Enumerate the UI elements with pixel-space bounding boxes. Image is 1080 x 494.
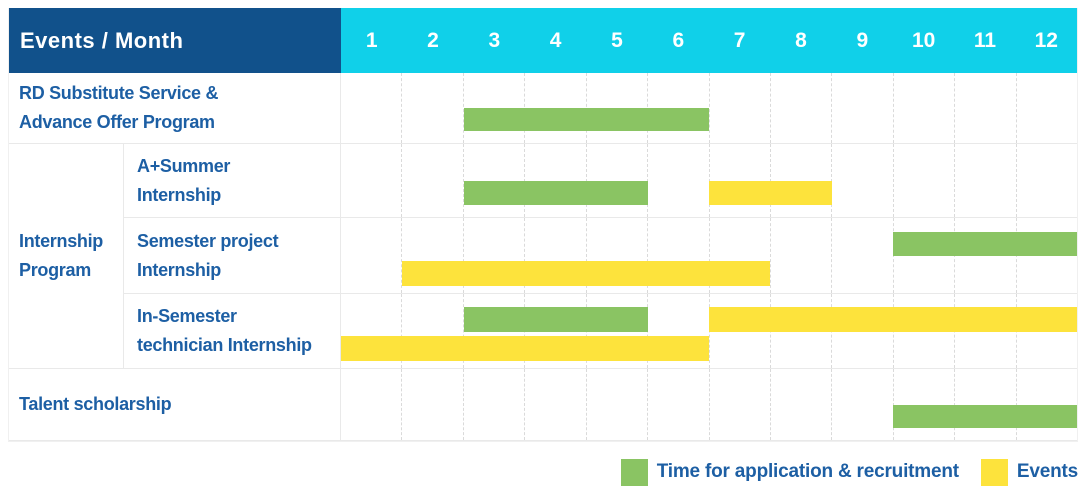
- month-grid-cell: [462, 294, 524, 368]
- row-label: Talent scholarship: [9, 369, 341, 440]
- month-grid-cell: [401, 369, 462, 440]
- month-grid-cell: [585, 218, 647, 293]
- timeline-grid: [341, 369, 1077, 440]
- month-header-cell: 2: [427, 28, 439, 52]
- application-bar: [893, 231, 1077, 257]
- month-grid-cell: [831, 218, 892, 293]
- row-label: A+Summer Internship: [124, 144, 341, 217]
- month-grid-cell: [831, 369, 892, 440]
- gantt-table: Events / Month 1 2 3 4 5 6 7 8 9 10 11 12 RD Substi…: [8, 8, 1078, 442]
- month-grid-cell: [524, 218, 585, 293]
- timeline-grid: [341, 73, 1077, 143]
- month-header-cell: 6: [672, 28, 685, 52]
- month-grid-cell: [708, 369, 770, 440]
- month-grid-cell: [831, 73, 892, 143]
- row-rd-substitute-service: RD Substitute Service & Advance Offer Pr…: [9, 73, 1077, 144]
- month-grid-cell: [524, 369, 585, 440]
- month-grid-cell: [341, 144, 401, 217]
- event-bar: [709, 307, 1077, 332]
- month-header-cell: 10: [911, 28, 936, 52]
- application-bar: [893, 404, 1077, 428]
- month-grid-cell: [831, 144, 892, 217]
- row-label: Semester project Internship: [124, 218, 341, 293]
- row-label: RD Substitute Service & Advance Offer Pr…: [9, 73, 341, 143]
- month-header-cell: 11: [973, 28, 997, 52]
- legend-events-swatch: [980, 458, 1008, 486]
- month-header-cell: 12: [1034, 28, 1058, 52]
- application-bar: [463, 307, 648, 332]
- month-grid-cell: [462, 144, 524, 217]
- chart-legend: Time for application & recruitment Event…: [620, 457, 1078, 487]
- month-grid-cell: [1015, 144, 1077, 217]
- month-grid-cell: [892, 73, 954, 143]
- month-header-cell: 8: [795, 28, 807, 52]
- timeline-grid: [341, 144, 1077, 217]
- month-grid-cell: [341, 73, 401, 143]
- row-a-summer-internship: A+Summer Internship: [124, 144, 1077, 218]
- month-grid-cell: [769, 73, 831, 143]
- month-grid-cell: [954, 144, 1015, 217]
- month-grid-cell: [401, 73, 462, 143]
- month-header-cell: 4: [549, 28, 562, 52]
- legend-application-swatch: [620, 458, 648, 486]
- application-bar: [463, 108, 709, 132]
- event-bar: [341, 336, 709, 361]
- month-grid-cell: [462, 218, 524, 293]
- month-grid-cell: [401, 294, 462, 368]
- row-talent-scholarship: Talent scholarship: [9, 369, 1077, 441]
- month-header-row: 1 2 3 4 5 6 7 8 9 10 11 12: [341, 8, 1077, 73]
- table-header: Events / Month 1 2 3 4 5 6 7 8 9 10 11 12: [9, 8, 1077, 73]
- month-header-cell: 9: [856, 28, 869, 52]
- timeline-grid: [341, 218, 1077, 293]
- month-grid-cell: [401, 144, 462, 217]
- group-label: Internship Program: [9, 144, 124, 368]
- event-bar: [402, 260, 771, 286]
- month-grid-cell: [769, 218, 831, 293]
- month-grid-cell: [341, 218, 401, 293]
- row-in-semester-technician-internship: In-Semester technician Internship: [124, 294, 1077, 368]
- month-grid-cell: [462, 369, 524, 440]
- month-grid-cell: [954, 73, 1015, 143]
- month-header-cell: 7: [733, 28, 746, 52]
- month-grid-cell: [647, 369, 708, 440]
- month-grid-cell: [401, 218, 462, 293]
- month-grid-cell: [769, 369, 831, 440]
- application-bar: [463, 180, 648, 205]
- internship-program-group: Internship Program A+Summer Internship S…: [9, 144, 1077, 369]
- month-grid-cell: [647, 144, 708, 217]
- month-grid-cell: [1015, 73, 1077, 143]
- month-grid-cell: [708, 73, 770, 143]
- event-bar: [709, 180, 832, 205]
- row-label: In-Semester technician Internship: [124, 294, 341, 368]
- month-grid-cell: [585, 369, 647, 440]
- month-grid-cell: [341, 369, 401, 440]
- month-header-cell: 1: [365, 28, 378, 52]
- timeline-grid: [341, 294, 1077, 368]
- month-grid-cell: [647, 218, 708, 293]
- table-header-title: Events / Month: [9, 8, 341, 73]
- legend-application-label: Time for application & recruitment: [656, 461, 959, 482]
- month-header-cell: 5: [611, 28, 623, 52]
- month-grid-cell: [462, 73, 524, 143]
- month-grid-cell: [708, 218, 770, 293]
- legend-events-label: Events: [1016, 461, 1078, 482]
- month-grid-cell: [892, 144, 954, 217]
- month-header-cell: 3: [488, 28, 501, 52]
- row-semester-project-internship: Semester project Internship: [124, 218, 1077, 294]
